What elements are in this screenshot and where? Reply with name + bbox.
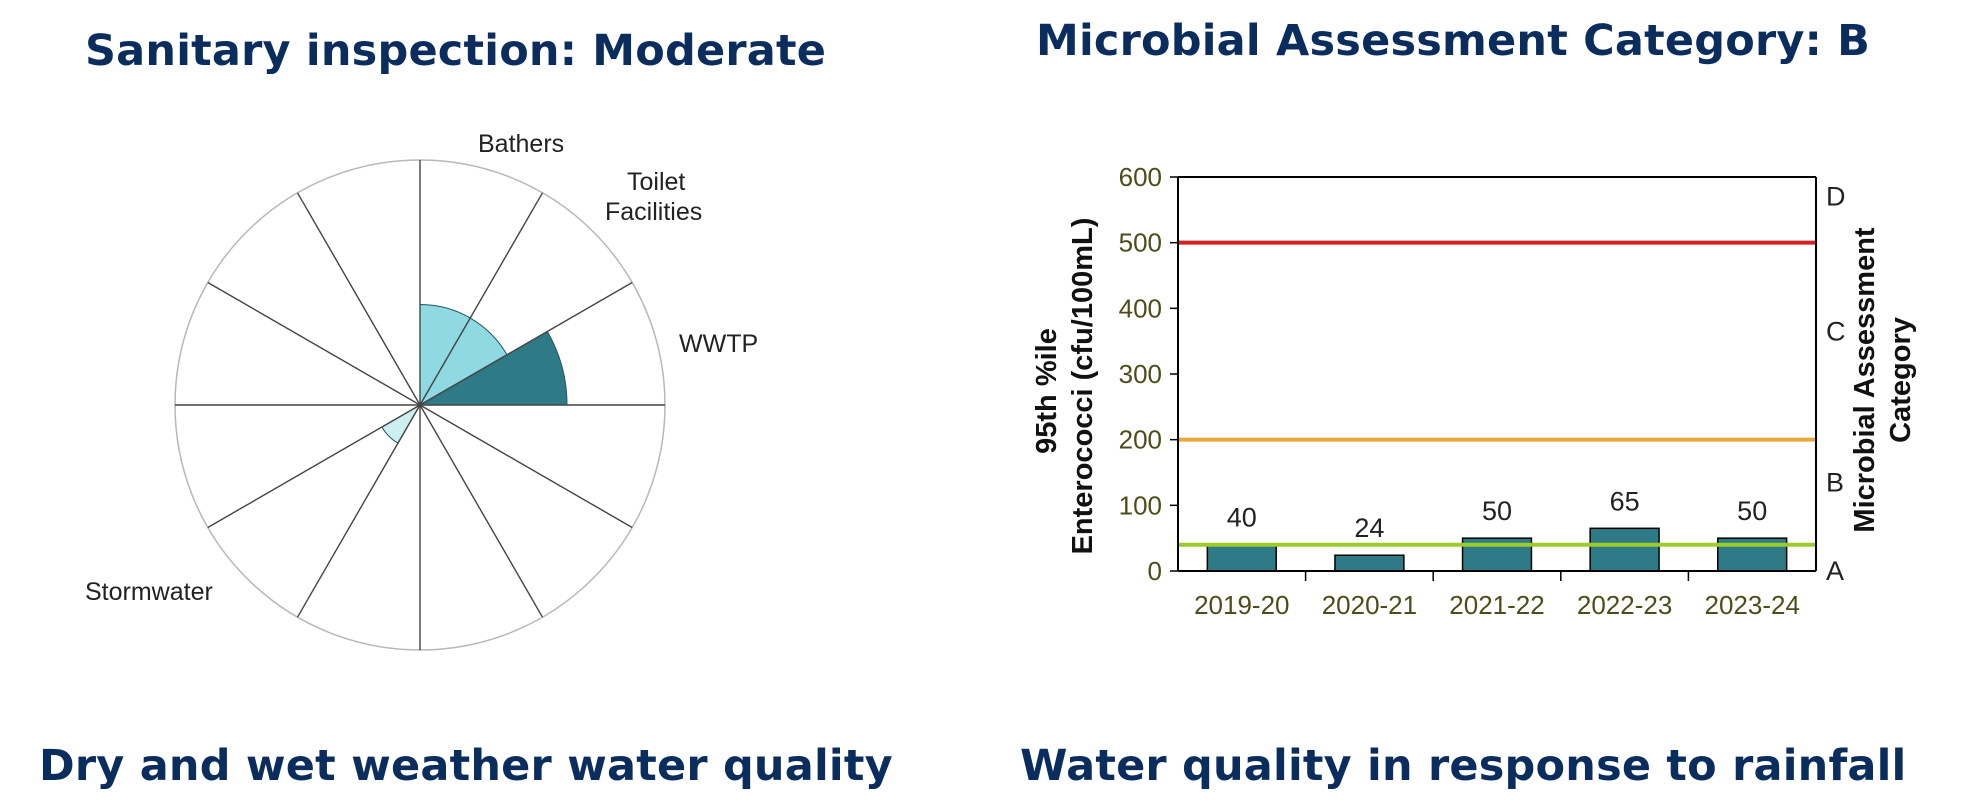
microbial-category-heading: Microbial Assessment Category: B xyxy=(1036,16,1871,66)
y2-axis-label-line2: Category xyxy=(1885,317,1917,443)
dry-wet-weather-heading: Dry and wet weather water quality xyxy=(39,741,893,791)
facilities-label: Facilities xyxy=(605,198,702,226)
bar-value-label: 24 xyxy=(1354,513,1384,543)
bar-2022-23 xyxy=(1589,527,1660,572)
stormwater-label: Stormwater xyxy=(85,578,213,606)
polar-spoke xyxy=(419,281,633,406)
wwtp-label: WWTP xyxy=(679,330,758,358)
bar-value-label: 40 xyxy=(1227,503,1257,533)
y-tick-label: 100 xyxy=(1119,490,1162,520)
polar-spoke xyxy=(207,281,421,406)
y-tick-label: 200 xyxy=(1119,425,1162,455)
bar-value-label: 50 xyxy=(1482,496,1512,526)
polar-spoke xyxy=(296,404,421,618)
y-tick-label: 300 xyxy=(1119,359,1162,389)
bar-value-label: 50 xyxy=(1737,496,1767,526)
category-A: A xyxy=(1826,556,1844,586)
x-category-label: 2019-20 xyxy=(1194,590,1289,620)
bathers-label: Bathers xyxy=(478,130,564,158)
x-category-label: 2023-24 xyxy=(1704,590,1799,620)
rainfall-response-heading: Water quality in response to rainfall xyxy=(1020,741,1907,791)
sanitary-inspection-heading: Sanitary inspection: Moderate xyxy=(85,26,827,76)
y2-axis-label-line1: Microbial Assessment xyxy=(1849,227,1881,532)
bar-2019-20 xyxy=(1206,543,1278,572)
category-D: D xyxy=(1826,182,1846,212)
y-tick-label: 0 xyxy=(1148,556,1162,586)
polar-spoke xyxy=(419,404,633,529)
y-tick-label: 600 xyxy=(1119,162,1162,192)
polar-spoke xyxy=(419,192,544,406)
polar-spoke xyxy=(296,192,421,406)
y-tick-label: 500 xyxy=(1119,228,1162,258)
y-axis-label-line2: Enterococci (cfu/100mL) xyxy=(1067,218,1099,555)
x-category-label: 2022-23 xyxy=(1577,590,1672,620)
y-axis-label-line1: 95th %ile xyxy=(1031,328,1063,454)
toilet-label: Toilet xyxy=(627,168,685,196)
bar-2020-21 xyxy=(1334,554,1405,572)
x-category-label: 2021-22 xyxy=(1449,590,1544,620)
y-tick-label: 400 xyxy=(1119,293,1162,323)
category-B: B xyxy=(1826,467,1844,497)
x-category-label: 2020-21 xyxy=(1322,590,1417,620)
polar-spoke xyxy=(419,404,544,618)
polar-spoke xyxy=(207,404,421,529)
bar-value-label: 65 xyxy=(1610,486,1640,516)
category-C: C xyxy=(1826,316,1846,346)
